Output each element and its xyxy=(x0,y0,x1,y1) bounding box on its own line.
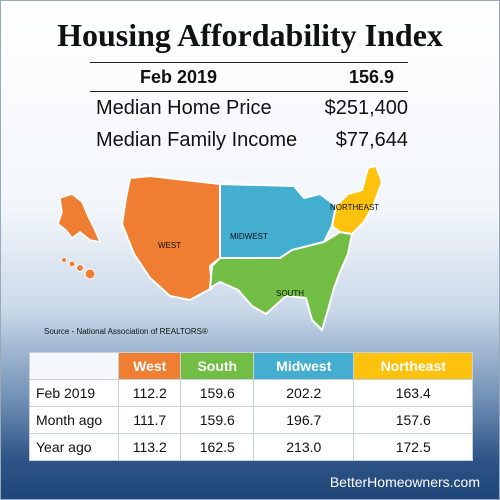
row-label: Feb 2019 xyxy=(29,379,119,407)
table-row: Month ago 111.7 159.6 196.7 157.6 xyxy=(29,406,473,434)
table-row: Feb 2019 112.2 159.6 202.2 163.4 xyxy=(29,379,473,407)
map-label-west: WEST xyxy=(158,241,181,250)
stats-top-rule xyxy=(90,62,408,63)
column-header-northeast: Northeast xyxy=(353,352,473,380)
map-label-northeast: NORTHEAST xyxy=(330,203,379,212)
table-cell: 157.6 xyxy=(353,406,473,434)
stats-label: Median Home Price xyxy=(96,96,272,119)
hawaii-shape xyxy=(61,257,96,280)
region-south-shape xyxy=(208,230,354,332)
alaska-shape xyxy=(57,193,102,244)
table-cell: 213.0 xyxy=(253,433,355,461)
stats-row-family-income: Median Family Income $77,644 xyxy=(90,124,408,156)
table-row: Year ago 113.2 162.5 213.0 172.5 xyxy=(29,433,473,461)
column-header-midwest: Midwest xyxy=(253,352,355,380)
table-cell: 202.2 xyxy=(253,379,355,407)
column-header-west: West xyxy=(117,352,182,380)
region-west-shape xyxy=(120,174,221,302)
stats-row-home-price: Median Home Price $251,400 xyxy=(90,92,408,124)
site-credit: BetterHomeowners.com xyxy=(329,474,480,490)
stats-value: $251,400 xyxy=(324,96,408,119)
column-header-south: South xyxy=(180,352,255,380)
table-cell: 159.6 xyxy=(180,406,255,434)
table-cell: 162.5 xyxy=(180,433,255,461)
region-northeast-shape xyxy=(330,164,384,236)
row-label: Year ago xyxy=(29,433,119,461)
stats-period: Feb 2019 xyxy=(140,66,218,87)
table-cell: 159.6 xyxy=(180,379,255,407)
table-cell: 172.5 xyxy=(353,433,473,461)
map-label-midwest: MIDWEST xyxy=(230,232,268,241)
row-label: Month ago xyxy=(29,406,119,434)
us-regions-map: WEST MIDWEST SOUTH NORTHEAST xyxy=(30,158,450,338)
table-header-row: West South Midwest Northeast xyxy=(29,352,473,380)
affordability-table: West South Midwest Northeast Feb 2019 11… xyxy=(29,352,473,461)
stats-header-row: Feb 2019 156.9 xyxy=(90,63,408,91)
table-cell: 163.4 xyxy=(353,379,473,407)
stats-index-value: 156.9 xyxy=(348,66,394,87)
page-title: Housing Affordability Index xyxy=(57,17,443,53)
stats-mid-rule xyxy=(90,91,408,92)
source-note: Source - National Association of REALTOR… xyxy=(44,327,208,336)
stats-label: Median Family Income xyxy=(96,128,298,151)
table-cell: 113.2 xyxy=(117,433,182,461)
table-cell: 196.7 xyxy=(253,406,355,434)
us-map-svg: WEST MIDWEST SOUTH NORTHEAST xyxy=(57,164,384,332)
map-label-south: SOUTH xyxy=(276,289,304,298)
table-corner-cell xyxy=(29,352,119,380)
stats-value: $77,644 xyxy=(335,128,408,151)
stats-panel: Feb 2019 156.9 Median Home Price $251,40… xyxy=(90,62,408,156)
table-cell: 112.2 xyxy=(117,379,182,407)
table-cell: 111.7 xyxy=(117,406,182,434)
